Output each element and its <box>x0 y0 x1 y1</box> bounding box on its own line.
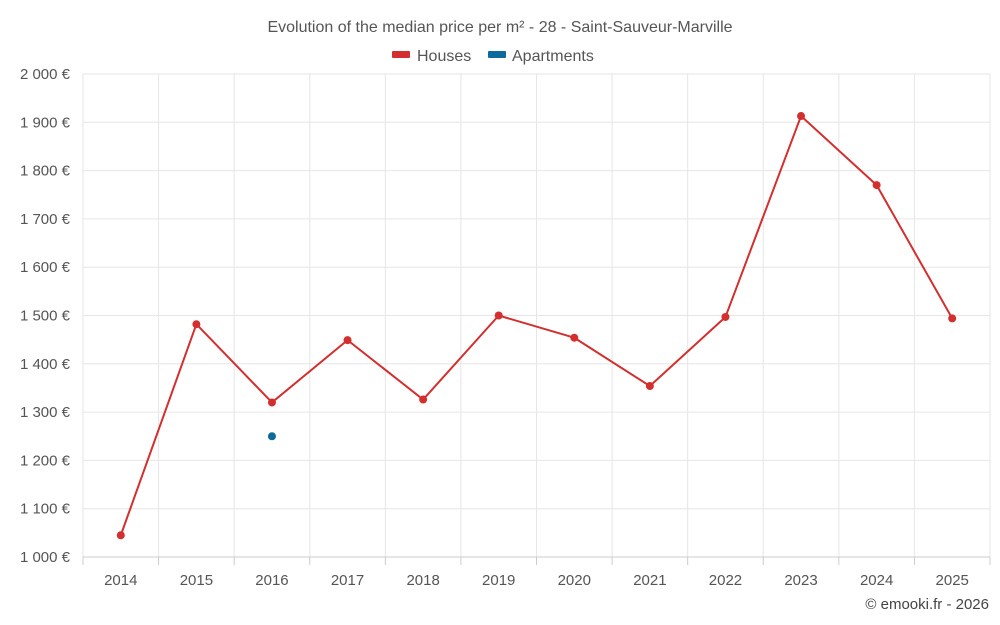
x-tick-label: 2020 <box>558 572 591 589</box>
data-point-houses[interactable] <box>494 311 503 320</box>
y-tick-label: 1 300 € <box>20 404 71 421</box>
x-tick-label: 2021 <box>633 572 666 589</box>
y-tick-label: 1 800 € <box>20 163 71 180</box>
x-tick-label: 2015 <box>180 572 213 589</box>
data-point-houses[interactable] <box>419 395 428 404</box>
data-point-houses[interactable] <box>645 382 654 391</box>
data-point-apartments[interactable] <box>267 432 276 441</box>
data-point-houses[interactable] <box>948 314 957 323</box>
x-tick-label: 2019 <box>482 572 515 589</box>
x-axis: 2014 2015 2016 2017 2018 2019 2020 2021 2022 2023… <box>82 556 991 589</box>
x-tick-label: 2024 <box>860 572 893 589</box>
y-tick-label: 1 200 € <box>20 452 71 469</box>
x-tick-label: 2018 <box>406 572 439 589</box>
y-axis: 1 000 € 1 100 € 1 200 € 1 300 € 1 400 € 1 500… <box>20 66 71 566</box>
legend-item-houses[interactable]: Houses <box>392 48 471 65</box>
legend-label-houses: Houses <box>417 48 471 65</box>
x-tick-label: 2022 <box>709 572 742 589</box>
y-tick-label: 1 400 € <box>20 356 71 373</box>
credit-text: © emooki.fr - 2026 <box>865 596 989 613</box>
y-tick-label: 2 000 € <box>20 66 71 83</box>
legend-swatch-houses <box>392 51 410 58</box>
data-point-houses[interactable] <box>570 333 579 342</box>
y-tick-label: 1 600 € <box>20 259 71 276</box>
y-tick-label: 1 100 € <box>20 501 71 518</box>
x-tick-label: 2025 <box>936 572 969 589</box>
data-point-houses[interactable] <box>797 112 806 121</box>
data-point-houses[interactable] <box>116 531 125 540</box>
data-point-houses[interactable] <box>343 336 352 345</box>
x-tick-label: 2023 <box>784 572 817 589</box>
x-tick-label: 2014 <box>104 572 137 589</box>
legend-item-apartments[interactable]: Apartments <box>488 48 594 65</box>
x-tick-label: 2016 <box>255 572 288 589</box>
data-point-houses[interactable] <box>872 181 881 190</box>
data-point-houses[interactable] <box>721 312 730 321</box>
plot-area <box>116 112 957 540</box>
y-tick-label: 1 700 € <box>20 211 71 228</box>
y-tick-label: 1 500 € <box>20 308 71 325</box>
data-point-houses[interactable] <box>192 320 201 329</box>
y-tick-label: 1 000 € <box>20 549 71 566</box>
series-line-houses <box>119 115 954 536</box>
data-point-houses[interactable] <box>267 398 276 407</box>
y-tick-label: 1 900 € <box>20 114 71 131</box>
chart-title: Evolution of the median price per m² - 2… <box>267 19 732 36</box>
x-tick-label: 2017 <box>331 572 364 589</box>
legend-label-apartments: Apartments <box>512 48 594 65</box>
legend-swatch-apartments <box>488 51 506 58</box>
legend: Houses Apartments <box>392 48 594 65</box>
grid <box>82 73 991 558</box>
